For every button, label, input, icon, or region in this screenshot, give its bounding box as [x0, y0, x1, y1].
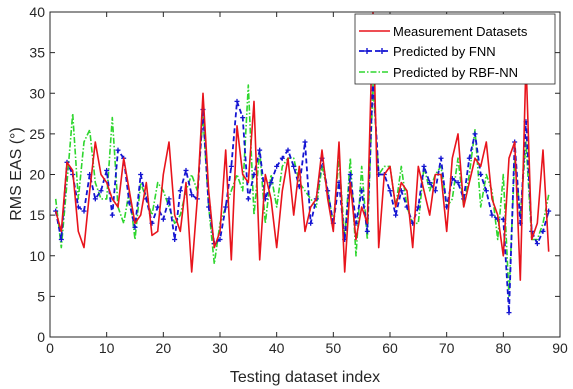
data-point-fnn [92, 196, 98, 202]
data-point-fnn [172, 237, 178, 242]
x-tick-label: 0 [46, 340, 54, 356]
x-tick-label: 70 [439, 340, 455, 356]
y-tick-label: 35 [29, 45, 45, 61]
series-line-measurement [54, 12, 550, 281]
data-point-fnn [115, 147, 121, 153]
x-tick-label: 50 [326, 340, 342, 356]
y-tick-label: 5 [37, 288, 45, 304]
data-point-fnn [489, 212, 495, 218]
series-line-rbf [54, 84, 550, 298]
legend-entry-rbf: Predicted by RBF-NN [359, 65, 518, 80]
data-point-fnn [534, 241, 540, 247]
data-point-fnn [223, 204, 229, 210]
data-point-fnn [274, 163, 280, 169]
legend-markers-fnn [364, 48, 385, 54]
data-point-fnn [478, 172, 484, 177]
legend: Measurement Datasets Predicted by FNN Pr… [354, 13, 556, 85]
data-point-fnn [166, 196, 172, 202]
series-layer [53, 12, 552, 316]
y-tick-label: 20 [29, 167, 45, 183]
data-point-fnn [427, 180, 433, 186]
data-point-fnn [228, 163, 234, 169]
data-point-fnn [308, 220, 314, 226]
data-point-fnn [347, 172, 353, 177]
data-point-fnn [387, 188, 393, 194]
x-tick-label: 30 [212, 340, 228, 356]
data-point-fnn [393, 212, 399, 218]
legend-entry-measurement: Measurement Datasets [359, 24, 528, 39]
data-point-fnn [279, 155, 285, 161]
y-tick-label: 0 [37, 329, 45, 345]
data-point-fnn [455, 180, 461, 186]
data-point-fnn [109, 212, 115, 218]
x-tick-label: 90 [552, 340, 568, 356]
data-point-fnn [483, 188, 489, 194]
data-point-fnn [421, 163, 427, 169]
data-point-fnn [177, 188, 183, 194]
data-point-fnn [132, 224, 138, 230]
data-point-fnn [183, 167, 189, 173]
data-point-fnn [364, 228, 370, 234]
y-axis-label: RMS EAS (°) [8, 127, 25, 221]
data-point-fnn [81, 208, 87, 214]
data-point-fnn [302, 139, 308, 145]
y-tick-label: 25 [29, 126, 45, 142]
x-axis-label: Testing dataset index [230, 369, 380, 386]
data-point-fnn [285, 147, 291, 153]
data-point-fnn [160, 216, 166, 222]
data-point-fnn [138, 172, 144, 177]
data-point-fnn [98, 188, 104, 194]
data-point-fnn [58, 237, 64, 242]
data-point-fnn [234, 98, 240, 104]
data-point-fnn [415, 204, 421, 210]
data-point-fnn [268, 180, 274, 186]
data-point-fnn [245, 196, 251, 202]
data-point-fnn [359, 188, 365, 194]
legend-label-rbf: Predicted by RBF-NN [393, 65, 518, 80]
data-point-fnn [257, 147, 263, 153]
x-tick-label: 80 [496, 340, 512, 356]
x-tick-label: 60 [382, 340, 398, 356]
legend-label-fnn: Predicted by FNN [393, 44, 496, 59]
x-tick-label: 40 [269, 340, 285, 356]
x-tick-label: 10 [99, 340, 115, 356]
x-tick-label: 20 [156, 340, 172, 356]
series-line-fnn [54, 76, 550, 314]
data-point-fnn [438, 155, 444, 161]
data-point-fnn [506, 310, 512, 316]
y-tick-label: 15 [29, 207, 45, 223]
y-tick-label: 40 [29, 4, 45, 20]
data-point-fnn [466, 155, 472, 161]
data-point-fnn [540, 228, 546, 234]
data-point-fnn [104, 167, 110, 173]
data-point-fnn [251, 172, 257, 177]
legend-label-measurement: Measurement Datasets [393, 24, 528, 39]
data-point-fnn [240, 115, 246, 121]
data-point-fnn [217, 237, 223, 242]
legend-box [354, 13, 556, 85]
y-tick-label: 10 [29, 248, 45, 264]
legend-entry-fnn: Predicted by FNN [359, 44, 496, 59]
x-axis: 0 10 20 30 40 50 60 70 80 90 [46, 12, 568, 356]
y-axis: 0 5 10 15 20 25 30 35 40 [29, 4, 560, 345]
data-point-fnn [189, 192, 195, 198]
data-point-fnn [291, 163, 297, 169]
y-tick-label: 30 [29, 85, 45, 101]
data-point-fnn [472, 131, 478, 137]
